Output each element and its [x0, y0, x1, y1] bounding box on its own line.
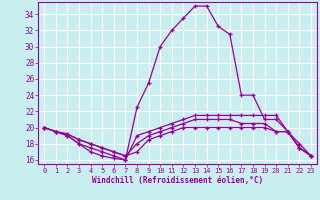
X-axis label: Windchill (Refroidissement éolien,°C): Windchill (Refroidissement éolien,°C) — [92, 176, 263, 185]
